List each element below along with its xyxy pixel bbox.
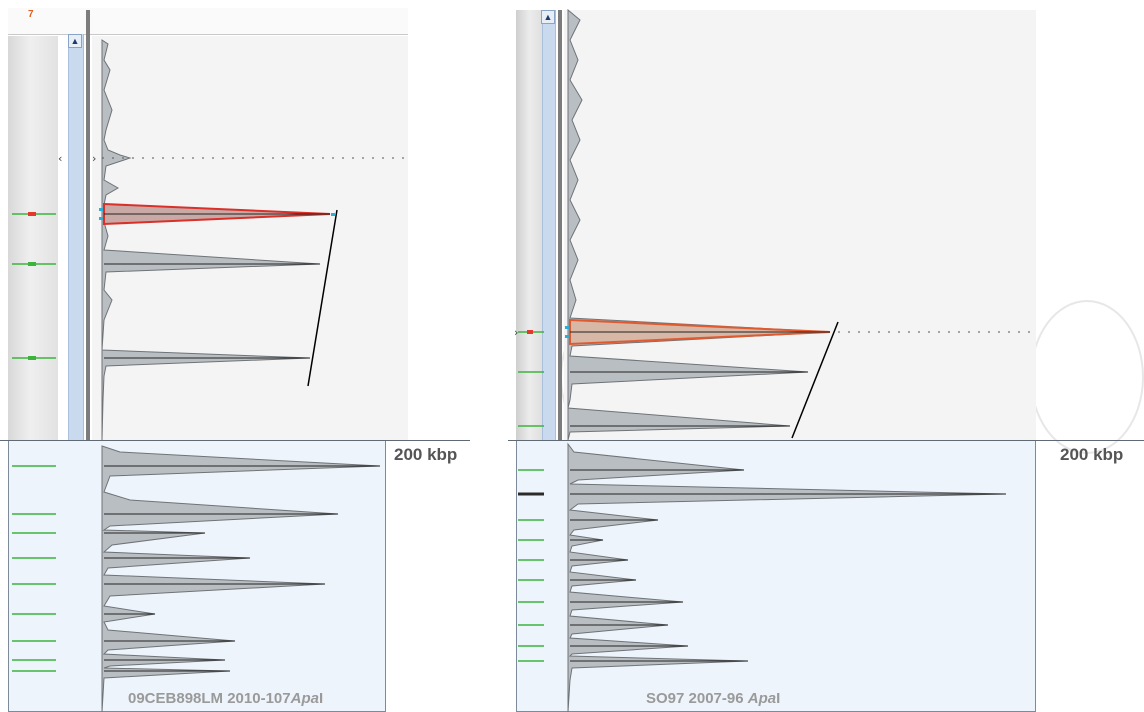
sample-label: SO97 2007-96 ApaI [646, 690, 780, 707]
sample-label: 09CEB898LM 2010-107ApaI [128, 690, 323, 707]
trace-profile [567, 8, 831, 441]
trace-bottom-area [8, 440, 386, 712]
left-chevron-icon: ‹ [58, 152, 62, 165]
sample-id: SO97 2007-96 [646, 690, 748, 707]
sample-id: 09CEB898LM 2010-107 [128, 690, 291, 707]
enzyme-suffix: I [318, 690, 324, 707]
right-chevron-icon: › [514, 326, 518, 339]
alignment-line [307, 209, 338, 387]
trace-profile [101, 39, 331, 441]
alignment-line [791, 321, 839, 439]
right-panel: ▲ ▼ › [508, 0, 1144, 712]
scroll-up-icon[interactable]: ▲ [68, 34, 82, 48]
header-number: 7 [28, 9, 34, 20]
header-strip [8, 8, 408, 35]
enzyme-suffix: I [776, 690, 781, 707]
scale-label: 200 kbp [1060, 445, 1124, 464]
left-traces: ‹ › [12, 39, 408, 712]
scale-label: 200 kbp [394, 445, 458, 464]
right-chevron-icon: › [92, 152, 96, 165]
right-traces: › [514, 8, 1036, 712]
trace-profile [567, 442, 1007, 712]
left-panel: 7 ▲ ‹ › [0, 0, 470, 712]
separator-line [508, 440, 1144, 441]
panel-divider [86, 10, 90, 712]
panel-divider [558, 10, 562, 712]
trace-top-area [92, 36, 408, 440]
enzyme-italic: Apa [290, 690, 319, 707]
scroll-up-icon[interactable]: ▲ [541, 10, 555, 24]
enzyme-italic: Apa [747, 690, 777, 707]
trace-profile [101, 445, 381, 712]
separator-line [0, 440, 470, 441]
